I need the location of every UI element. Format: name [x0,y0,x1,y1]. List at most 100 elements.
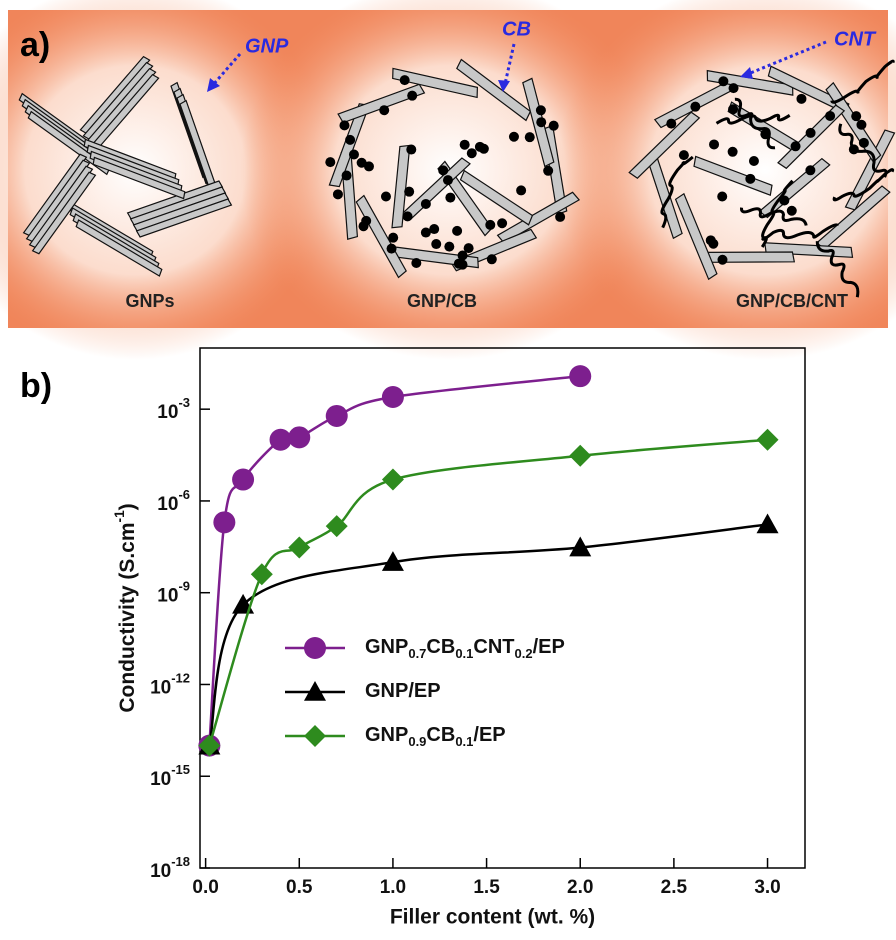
y-tick-label: 10-9 [157,579,190,607]
text-part: ) [116,503,139,510]
text-part: 0.2 [515,646,533,661]
carbon-black [728,147,738,157]
data-point [326,405,348,427]
caption: GNPs [125,291,174,311]
y-axis-label: Conductivity (S.cm-1) [112,503,139,712]
text-part: CB [426,636,455,658]
carbon-black [745,174,755,184]
x-tick-label: 0.0 [192,877,218,898]
x-axis-label: Filler content (wt. %) [390,906,595,929]
data-point [288,426,310,448]
data-point [757,429,779,451]
tick-exponent: -18 [171,854,190,869]
carbon-black [429,224,439,234]
tick-base: 10 [150,861,171,882]
carbon-black [729,83,739,93]
legend-label: GNP/EP [365,680,441,702]
carbon-black [806,128,816,138]
carbon-black [679,150,689,160]
x-tick-label: 0.5 [286,877,313,898]
text-part: 0.1 [455,646,473,661]
carbon-black [549,121,559,131]
carbon-black [708,239,718,249]
figure: a) GNP CB CNT GNPs GNP/CB GNP/CB/CNT b) … [0,0,896,940]
x-tick-label: 2.0 [567,877,593,898]
y-tick-label: 10-18 [150,854,190,882]
carbon-black [666,119,676,129]
carbon-black [421,199,431,209]
carbon-black [333,189,343,199]
text-part: CB [426,724,455,746]
carbon-black [849,144,859,154]
caption: GNP/CB/CNT [736,291,848,311]
tick-exponent: -9 [178,579,190,594]
carbon-black [349,150,359,160]
data-point [569,445,591,467]
page: { "panel_a": { "label": "a)", "callouts"… [0,0,896,940]
carbon-black [479,144,489,154]
carbon-black [787,206,797,216]
carbon-black [411,258,421,268]
text-part: /EP [473,724,505,746]
carbon-black [431,239,441,249]
caption: GNP/CB [407,291,477,311]
plot-frame [200,348,805,868]
y-tick-label: 10-15 [150,763,190,791]
carbon-black [718,76,728,86]
y-tick-label: 10-6 [157,487,190,515]
carbon-black [403,211,413,221]
tick-exponent: -6 [178,487,190,502]
text-part: Conductivity (S.cm [116,522,139,712]
carbon-black [555,212,565,222]
carbon-black [851,111,861,121]
carbon-black [690,102,700,112]
data-point [270,429,292,451]
carbon-black [509,132,519,142]
data-point [213,511,235,533]
carbon-black [404,187,414,197]
carbon-black [325,157,335,167]
carbon-black [856,120,866,130]
legend-marker [304,725,326,747]
carbon-black [443,175,453,185]
panel-label: a) [20,26,50,64]
y-tick-label: 10-12 [150,671,190,699]
series-line [209,440,767,746]
text-part: -1 [112,510,127,523]
x-tick-label: 1.0 [380,877,406,898]
data-point [288,537,310,559]
carbon-black [485,220,495,230]
text-part: GNP/EP [365,680,441,702]
text-part: GNP [365,636,408,658]
data-point [382,386,404,408]
carbon-black [467,148,477,158]
legend-label: GNP0.9CB0.1/EP [365,724,506,749]
callout-label: CB [502,18,531,40]
legend-label: GNP0.7CB0.1CNT0.2/EP [365,636,565,661]
carbon-black [536,105,546,115]
callout-label: CNT [834,28,877,50]
carbon-black [381,192,391,202]
carbon-black [407,91,417,101]
carbon-black [717,255,727,265]
text-part: 0.1 [455,734,473,749]
chart: 10-310-610-910-1210-1510-180.00.51.01.52… [112,348,805,929]
carbon-black [342,171,352,181]
carbon-black [487,254,497,264]
carbon-black [728,104,738,114]
data-point [569,365,591,387]
text-part: CNT [473,636,514,658]
carbon-black [357,158,367,168]
carbon-black [709,139,719,149]
schematic-panel: a) GNP CB CNT GNPs GNP/CB GNP/CB/CNT [0,0,896,360]
tick-exponent: -15 [171,763,190,778]
carbon-black [749,156,759,166]
carbon-black [543,166,553,176]
carbon-black [444,242,454,252]
carbon-black [359,221,369,231]
carbon-black [452,226,462,236]
tick-base: 10 [157,494,178,515]
x-tick-label: 2.5 [661,877,688,898]
carbon-black [516,185,526,195]
carbon-black [796,94,806,104]
